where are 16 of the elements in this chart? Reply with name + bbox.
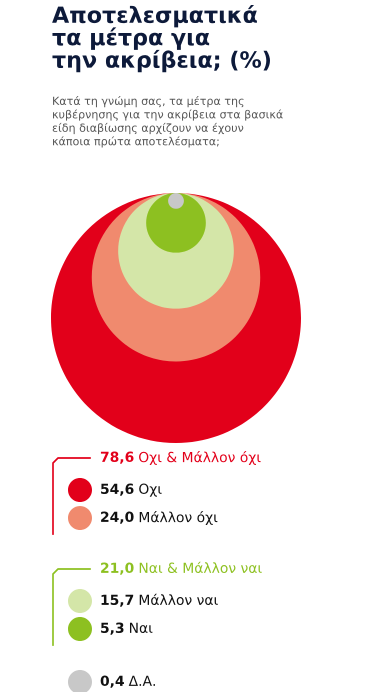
- data-label: 15,7: [102, 594, 134, 607]
- text: Ναι & Μάλλον ναι: [140, 562, 262, 574]
- category-label: Μάλλον όχι: [140, 511, 218, 525]
- text: Οχι & Μάλλον όχι: [139, 451, 261, 465]
- category-label: Δ.Α.: [128, 676, 155, 686]
- text: Κατά τη γνώμη σας, τα μέτρα της κυβέρνησης για την ακρίβεια στα βασικά είδη διαβίωσης αρχίζουν να έχουν κάποια πρώτα αποτελέσματα;: [52, 96, 283, 148]
- data-label: 24,0: [101, 512, 134, 524]
- data-label: 54,6: [101, 484, 134, 496]
- data-label: 0,4: [100, 676, 124, 688]
- category-label: Ναι: [130, 622, 152, 633]
- text: Αποτελεσματικά τα μέτρα για την ακρίβεια; (%): [52, 5, 270, 72]
- category-label: Μάλλον ναι: [140, 594, 218, 606]
- data-label: 5,3: [101, 622, 124, 635]
- text: 21,0: [101, 562, 134, 575]
- category-label: Οχι: [139, 484, 162, 497]
- text: 78,6: [100, 452, 134, 464]
